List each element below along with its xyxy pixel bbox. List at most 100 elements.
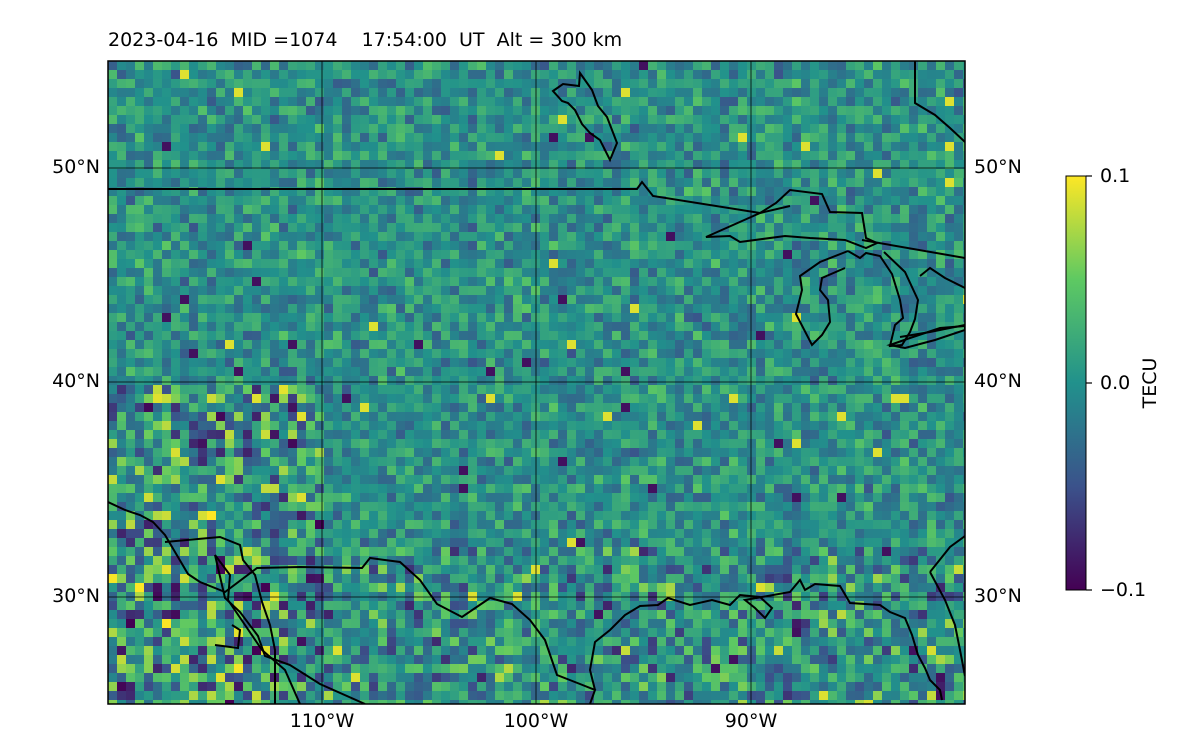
tec-cell [684, 430, 694, 440]
tec-cell [216, 70, 226, 80]
tec-cell [477, 421, 487, 431]
tec-cell [108, 493, 118, 503]
tec-cell [765, 367, 775, 377]
tec-cell [567, 295, 577, 305]
tec-cell [918, 250, 928, 260]
tec-cell [639, 475, 649, 485]
tec-cell [819, 268, 829, 278]
tec-cell [873, 106, 883, 116]
tec-cell [549, 151, 559, 161]
tec-cell [819, 412, 829, 422]
tec-cell [432, 187, 442, 197]
tec-cell [297, 475, 307, 485]
tec-cell [747, 367, 757, 377]
tec-cell [756, 412, 766, 422]
tec-cell [810, 475, 820, 485]
tec-cell [540, 439, 550, 449]
tec-cell [783, 277, 793, 287]
tec-cell [954, 376, 964, 386]
tec-cell [594, 61, 604, 71]
tec-cell [117, 322, 127, 332]
tec-cell [873, 484, 883, 494]
tec-cell [810, 124, 820, 134]
tec-cell [198, 151, 208, 161]
tec-cell [261, 250, 271, 260]
tec-cell [882, 430, 892, 440]
tec-cell [171, 223, 181, 233]
tec-cell [828, 115, 838, 125]
tec-cell [702, 295, 712, 305]
tec-cell [621, 286, 631, 296]
tec-cell [936, 502, 946, 512]
tec-cell [441, 214, 451, 224]
tec-cell [396, 115, 406, 125]
tec-cell [711, 511, 721, 521]
tec-cell [486, 295, 496, 305]
tec-cell [270, 124, 280, 134]
tec-cell [522, 511, 532, 521]
tec-cell [693, 304, 703, 314]
tec-cell [306, 421, 316, 431]
tec-cell [432, 475, 442, 485]
tec-cell [621, 88, 631, 98]
tec-cell [216, 142, 226, 152]
tec-cell [252, 475, 262, 485]
tec-cell [495, 142, 505, 152]
tec-cell [918, 151, 928, 161]
tec-cell [261, 421, 271, 431]
tec-cell [594, 250, 604, 260]
tec-cell [693, 160, 703, 170]
tec-cell [918, 331, 928, 341]
tec-cell [135, 70, 145, 80]
tec-cell [216, 349, 226, 359]
tec-cell [612, 286, 622, 296]
tec-cell [225, 214, 235, 224]
tec-cell [522, 412, 532, 422]
tec-cell [603, 358, 613, 368]
tec-cell [675, 178, 685, 188]
tec-cell [936, 394, 946, 404]
tec-cell [432, 205, 442, 215]
tec-cell [567, 106, 577, 116]
tec-cell [936, 340, 946, 350]
tec-cell [612, 70, 622, 80]
tec-cell [450, 79, 460, 89]
tec-cell [333, 394, 343, 404]
tec-cell [333, 277, 343, 287]
tec-cell [540, 304, 550, 314]
tec-cell [297, 277, 307, 287]
tec-cell [126, 295, 136, 305]
tec-cell [414, 349, 424, 359]
tec-cell [963, 115, 965, 125]
tec-cell [936, 232, 946, 242]
tec-cell [774, 295, 784, 305]
tec-cell [801, 430, 811, 440]
tec-cell [900, 160, 910, 170]
tec-cell [261, 205, 271, 215]
tec-cell [387, 358, 397, 368]
tec-cell [954, 97, 964, 107]
tec-cell [909, 385, 919, 395]
tec-cell [180, 358, 190, 368]
tec-cell [846, 502, 856, 512]
tec-cell [153, 268, 163, 278]
tec-cell [369, 151, 379, 161]
tec-cell [162, 196, 172, 206]
tec-cell [333, 520, 343, 530]
tec-cell [594, 196, 604, 206]
tec-cell [315, 394, 325, 404]
tec-cell [810, 394, 820, 404]
tec-cell [945, 358, 955, 368]
tec-cell [675, 367, 685, 377]
tec-cell [738, 124, 748, 134]
tec-cell [126, 187, 136, 197]
tec-cell [108, 403, 118, 413]
tec-cell [684, 376, 694, 386]
tec-cell [963, 268, 965, 278]
tec-cell [522, 259, 532, 269]
tec-cell [468, 349, 478, 359]
tec-cell [846, 124, 856, 134]
tec-cell [576, 97, 586, 107]
tec-cell [495, 277, 505, 287]
tec-cell [243, 511, 253, 521]
